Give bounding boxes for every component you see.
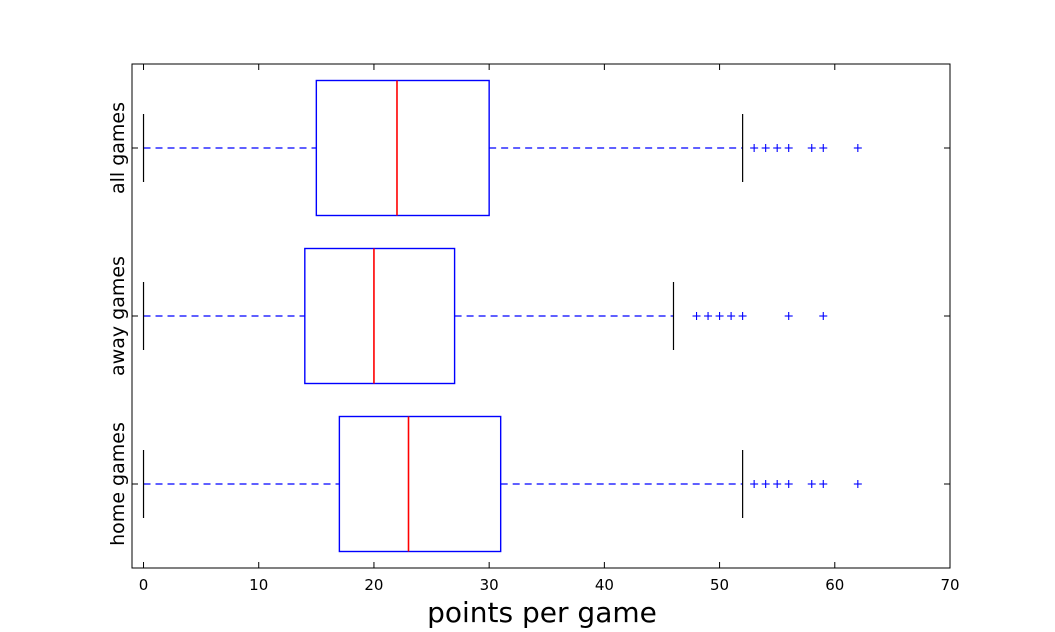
x-tick-label: 50 <box>710 576 729 594</box>
box-group <box>142 79 862 217</box>
flier-point <box>750 144 759 152</box>
flier-point <box>692 312 701 320</box>
x-tick-label: 20 <box>364 576 383 594</box>
box-group <box>142 415 862 553</box>
x-tick-label: 60 <box>825 576 844 594</box>
x-tick-label: 10 <box>249 576 268 594</box>
flier-point <box>784 480 793 488</box>
flier-point <box>773 480 782 488</box>
flier-point <box>853 480 862 488</box>
flier-point <box>807 144 816 152</box>
flier-point <box>819 312 828 320</box>
iqr-box <box>304 247 456 385</box>
box-group <box>142 247 828 385</box>
flier-point <box>853 144 862 152</box>
flier-point <box>750 480 759 488</box>
flier-point <box>807 480 816 488</box>
iqr-box <box>338 415 502 553</box>
y-tick-label: home games <box>107 422 129 546</box>
flier-point <box>819 144 828 152</box>
flier-point <box>761 144 770 152</box>
iqr-box <box>315 79 490 217</box>
flier-point <box>704 312 713 320</box>
flier-point <box>738 312 747 320</box>
x-tick-label: 0 <box>139 576 149 594</box>
flier-point <box>784 312 793 320</box>
x-tick-label: 30 <box>480 576 499 594</box>
y-tick-label: away games <box>107 256 129 376</box>
plot-area <box>142 79 862 553</box>
flier-point <box>715 312 724 320</box>
flier-point <box>773 144 782 152</box>
x-tick-label: 40 <box>595 576 614 594</box>
y-tick-label: all games <box>107 102 129 194</box>
flier-point <box>819 480 828 488</box>
x-tick-label: 70 <box>940 576 959 594</box>
flier-point <box>784 144 793 152</box>
x-axis: 0 10 20 30 40 50 60 70 <box>132 64 960 594</box>
flier-point <box>727 312 736 320</box>
x-axis-label: points per game <box>427 596 657 629</box>
flier-point <box>761 480 770 488</box>
y-axis: all games away games home games <box>107 102 129 546</box>
